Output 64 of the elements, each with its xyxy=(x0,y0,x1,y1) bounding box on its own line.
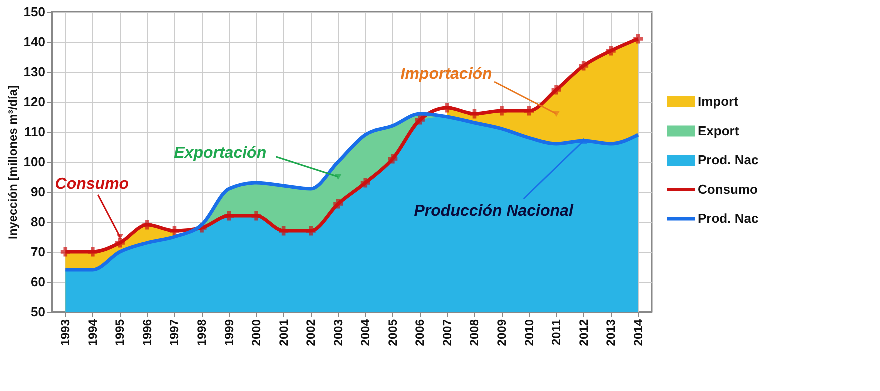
y-tick-label: 110 xyxy=(24,124,46,140)
point xyxy=(60,247,70,257)
x-tick-label: 2004 xyxy=(358,319,373,346)
point xyxy=(606,46,616,56)
x-tick-label: 1994 xyxy=(86,319,100,346)
y-tick-label: 140 xyxy=(24,34,46,50)
point xyxy=(142,220,152,230)
point xyxy=(115,238,125,248)
x-tick-label: 2005 xyxy=(386,319,400,346)
x-tick-label: 2007 xyxy=(440,319,454,346)
point xyxy=(279,226,289,236)
x-tick-label: 1998 xyxy=(195,319,209,346)
y-tick-label: 80 xyxy=(31,214,46,230)
x-tick-label: 2008 xyxy=(468,319,482,346)
x-tick-label: 1995 xyxy=(113,319,128,346)
legend-label: Import xyxy=(698,94,740,110)
point xyxy=(170,226,180,236)
x-tick-label: 1999 xyxy=(222,319,236,346)
point xyxy=(88,247,98,257)
x-tick-label: 2000 xyxy=(250,319,264,346)
point xyxy=(497,106,507,116)
x-tick-label: 2003 xyxy=(331,319,346,346)
point xyxy=(415,115,425,125)
annotation: Importación xyxy=(400,66,493,83)
annotation: Exportación xyxy=(174,145,267,162)
x-tick-label: 2012 xyxy=(576,319,591,346)
legend-label: Consumo xyxy=(698,182,758,197)
x-tick-label: 2006 xyxy=(413,319,428,346)
y-tick-label: 90 xyxy=(31,184,46,200)
point xyxy=(634,34,644,44)
point xyxy=(442,103,452,113)
y-axis-title: Inyección [millones m³/día] xyxy=(6,85,20,240)
x-tick-label: 2014 xyxy=(631,319,646,346)
legend-label: Export xyxy=(698,123,740,138)
point xyxy=(552,85,562,95)
x-tick-label: 2011 xyxy=(550,319,564,346)
point xyxy=(579,61,589,71)
legend-label: Prod. Nac xyxy=(698,152,759,168)
x-tick-label: 2001 xyxy=(276,319,291,346)
y-tick-label: 70 xyxy=(31,244,46,260)
point xyxy=(360,178,370,188)
point xyxy=(334,199,344,209)
x-tick-label: 1993 xyxy=(58,319,73,346)
point xyxy=(252,211,262,221)
y-tick-label: 130 xyxy=(24,64,46,80)
x-tick-label: 2010 xyxy=(522,319,536,346)
x-tick-label: 1997 xyxy=(168,319,182,346)
point xyxy=(224,211,234,221)
y-tick-label: 150 xyxy=(24,4,46,20)
x-tick-label: 2002 xyxy=(304,319,318,346)
point xyxy=(524,106,534,116)
y-tick-label: 100 xyxy=(24,154,46,170)
x-tick-label: 2013 xyxy=(604,319,618,346)
y-tick-label: 60 xyxy=(31,274,46,290)
x-tick-label: 2009 xyxy=(495,319,509,346)
y-tick-label: 120 xyxy=(24,94,46,110)
x-tick-label: 1996 xyxy=(140,319,154,346)
point xyxy=(388,154,398,164)
y-tick-label: 50 xyxy=(31,304,46,320)
annotation: Producción Nacional xyxy=(414,203,574,220)
point xyxy=(306,226,316,236)
legend-label: Prod. Nac xyxy=(698,211,759,226)
point xyxy=(470,109,480,119)
annotation: Consumo xyxy=(55,176,130,193)
